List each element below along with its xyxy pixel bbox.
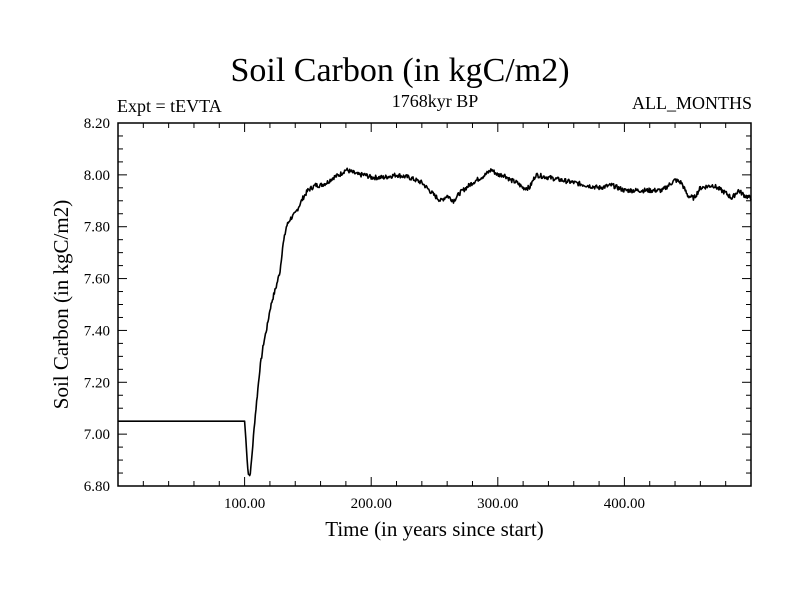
- y-tick-label: 7.60: [84, 272, 110, 288]
- series-group: [118, 167, 752, 477]
- y-axis-label: Soil Carbon (in kgC/m2): [49, 200, 73, 409]
- x-tick-label: 200.00: [351, 496, 392, 512]
- y-tick-label: 8.00: [84, 168, 110, 184]
- y-tick-label: 7.00: [84, 427, 110, 443]
- tick-labels: 100.00 200.00 300.00 400.00 6.80 7.00 7.20 7.40…: [84, 116, 645, 512]
- y-tick-label: 7.40: [84, 323, 110, 339]
- soil-carbon-series-line: [118, 167, 752, 477]
- months-label: ALL_MONTHS: [632, 93, 752, 113]
- chart-title: Soil Carbon (in kgC/m2): [230, 52, 570, 89]
- x-tick-label: 100.00: [224, 496, 265, 512]
- y-tick-label: 6.80: [84, 479, 110, 495]
- experiment-label: Expt = tEVTA: [117, 96, 222, 116]
- x-tick-label: 400.00: [604, 496, 645, 512]
- x-axis-label: Time (in years since start): [325, 517, 544, 541]
- y-tick-label: 8.20: [84, 116, 110, 132]
- plot-area: [117, 122, 752, 487]
- plot-frame: [117, 122, 752, 487]
- x-tick-label: 300.00: [477, 496, 518, 512]
- y-tick-label: 7.20: [84, 375, 110, 391]
- chart-subtitle: 1768kyr BP: [391, 91, 479, 111]
- y-tick-label: 7.80: [84, 220, 110, 236]
- axis-ticks: [118, 123, 751, 486]
